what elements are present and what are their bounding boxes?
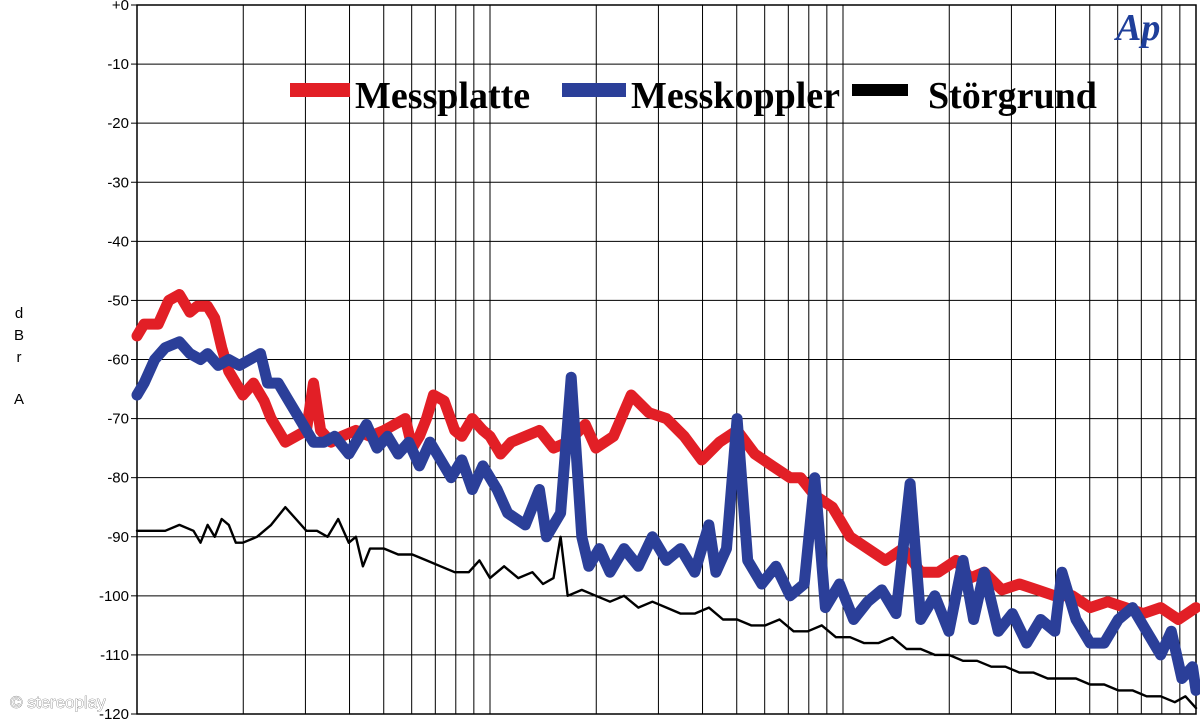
y-tick-label: -90 bbox=[107, 529, 129, 546]
y-axis-label-char: r bbox=[17, 349, 22, 366]
legend-swatch-messplatte bbox=[290, 83, 350, 97]
series-line-stoergrund bbox=[135, 506, 1198, 710]
y-tick-label: -70 bbox=[107, 411, 129, 428]
y-tick-label: -30 bbox=[107, 174, 129, 191]
legend-label-messplatte: Messplatte bbox=[355, 75, 530, 117]
y-tick-label: -40 bbox=[107, 233, 129, 250]
legend-label-messkoppler: Messkoppler bbox=[631, 75, 840, 117]
plot-grid bbox=[136, 4, 1197, 715]
y-axis-label-char: d bbox=[15, 305, 23, 322]
legend: Messplatte Messkoppler Störgrund bbox=[290, 75, 1097, 117]
ap-logo: Ap bbox=[1114, 7, 1160, 49]
y-axis-label: dBr A bbox=[14, 305, 24, 408]
y-axis-label-char: B bbox=[14, 327, 24, 344]
legend-swatch-stoergrund bbox=[852, 84, 908, 96]
y-tick-label: -110 bbox=[100, 647, 129, 664]
y-tick-label: -50 bbox=[107, 292, 129, 309]
legend-swatch-messkoppler bbox=[562, 83, 626, 97]
series-layer bbox=[131, 289, 1200, 710]
y-axis-ticks: +0 -10 -20 -30 -40 -50 -60 -70 -80 -90 -100 -110 -12… bbox=[99, 0, 137, 720]
y-tick-label: -100 bbox=[99, 588, 129, 605]
y-tick-label: -120 bbox=[99, 706, 129, 720]
series-line-messplatte bbox=[131, 289, 1200, 625]
y-tick-label: -80 bbox=[107, 470, 129, 487]
y-tick-label: -10 bbox=[107, 56, 129, 73]
y-axis-label-char: A bbox=[14, 391, 24, 408]
y-tick-label: -20 bbox=[107, 115, 129, 132]
legend-label-stoergrund: Störgrund bbox=[928, 75, 1097, 117]
series-line-messkoppler bbox=[131, 336, 1200, 696]
watermark-copyright: © stereoplay bbox=[10, 693, 106, 712]
y-tick-label: -60 bbox=[107, 352, 129, 369]
y-tick-label: +0 bbox=[112, 0, 129, 14]
